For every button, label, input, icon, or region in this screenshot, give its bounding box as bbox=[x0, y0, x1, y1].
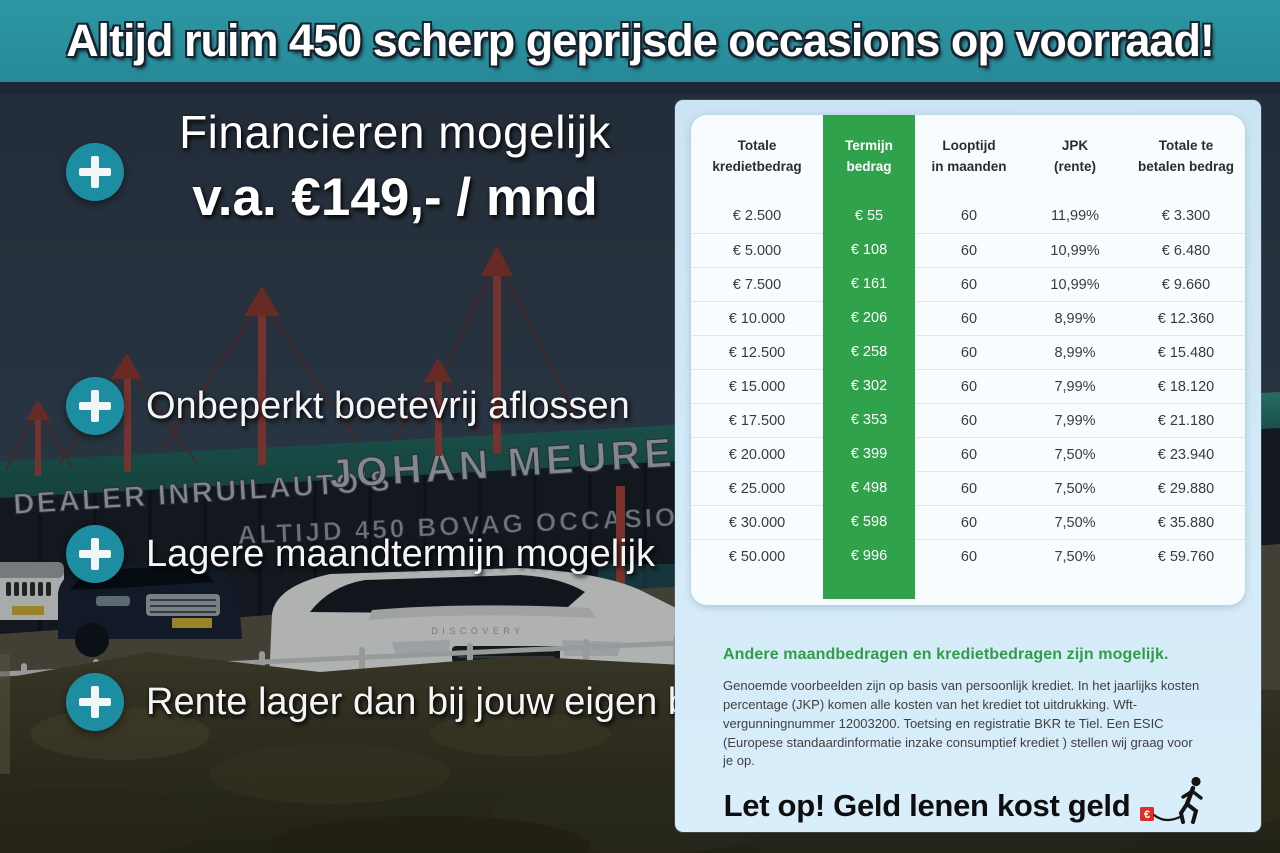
column-header-termijn: Termijn bedrag bbox=[823, 115, 915, 201]
column-header: JPK (rente) bbox=[1053, 138, 1096, 174]
table-cell: 7,50% bbox=[1023, 437, 1127, 471]
table-cell: 60 bbox=[915, 233, 1023, 267]
table-cell: € 50.000 bbox=[691, 539, 823, 573]
table-cell: 60 bbox=[915, 437, 1023, 471]
table-cell: € 18.120 bbox=[1127, 369, 1245, 403]
disclaimer-block: Andere maandbedragen en kredietbedragen … bbox=[723, 646, 1215, 771]
table-cell: € 29.880 bbox=[1127, 471, 1245, 505]
table-cell: € 15.480 bbox=[1127, 335, 1245, 369]
table-cell: € 996 bbox=[823, 539, 915, 575]
table-cell: € 25.000 bbox=[691, 471, 823, 505]
table-cell: 7,99% bbox=[1023, 369, 1127, 403]
table-cell: 60 bbox=[915, 471, 1023, 505]
disclaimer-heading: Andere maandbedragen en kredietbedragen … bbox=[723, 646, 1169, 663]
table-row: € 17.500 € 353 60 7,99% € 21.180 bbox=[691, 403, 1245, 439]
table-cell: € 3.300 bbox=[1161, 208, 1211, 224]
table-cell: € 30.000 bbox=[691, 505, 823, 539]
column-header: Totale te betalen bedrag bbox=[1137, 138, 1235, 174]
table-cell: € 353 bbox=[823, 403, 915, 439]
table-cell: 8,99% bbox=[1023, 335, 1127, 369]
table-cell: € 9.660 bbox=[1127, 267, 1245, 301]
finance-table-body: € 2.500 € 55 60 11,99% € 3.300 € 5.000 € 108 60… bbox=[691, 199, 1245, 575]
table-cell: 10,99% bbox=[1023, 233, 1127, 267]
table-cell: € 258 bbox=[823, 335, 915, 371]
car-model-text: DISCOVERY bbox=[431, 626, 524, 636]
table-cell: € 399 bbox=[823, 437, 915, 473]
table-cell: 60 bbox=[915, 301, 1023, 335]
table-row: € 2.500 € 55 60 11,99% € 3.300 bbox=[691, 199, 1245, 235]
table-cell: € 55 bbox=[823, 199, 915, 235]
white-jeep bbox=[0, 562, 64, 620]
disclaimer-body: Genoemde voorbeelden zijn op basis van p… bbox=[723, 678, 1200, 769]
column-header: Looptijd in maanden bbox=[931, 138, 1007, 174]
table-row: € 25.000 € 498 60 7,50% € 29.880 bbox=[691, 471, 1245, 507]
finance-table-tail bbox=[691, 573, 1245, 599]
banner-text: Altijd ruim 450 scherp geprijsde occasio… bbox=[66, 15, 1215, 66]
table-cell: € 302 bbox=[823, 369, 915, 405]
table-cell: € 15.000 bbox=[691, 369, 823, 403]
table-cell: 60 bbox=[915, 267, 1023, 301]
table-row: € 15.000 € 302 60 7,99% € 18.120 bbox=[691, 369, 1245, 405]
table-cell: € 7.500 bbox=[691, 267, 823, 301]
table-cell: € 161 bbox=[823, 267, 915, 303]
table-cell: € 12.500 bbox=[691, 335, 823, 369]
table-row: € 20.000 € 399 60 7,50% € 23.940 bbox=[691, 437, 1245, 473]
table-cell: 7,50% bbox=[1023, 539, 1127, 573]
table-row: € 12.500 € 258 60 8,99% € 15.480 bbox=[691, 335, 1245, 371]
table-cell: € 598 bbox=[823, 505, 915, 541]
table-cell: 7,99% bbox=[1023, 403, 1127, 437]
table-row: € 10.000 € 206 60 8,99% € 12.360 bbox=[691, 301, 1245, 337]
table-row: € 7.500 € 161 60 10,99% € 9.660 bbox=[691, 267, 1245, 303]
banner-divider bbox=[0, 82, 1280, 94]
table-cell: € 2.500 bbox=[732, 208, 782, 224]
table-cell: € 206 bbox=[823, 301, 915, 337]
table-row: € 30.000 € 598 60 7,50% € 35.880 bbox=[691, 505, 1245, 541]
table-cell: 7,50% bbox=[1023, 471, 1127, 505]
table-cell: € 59.760 bbox=[1127, 539, 1245, 573]
finance-table-header: Totale kredietbedrag Termijn bedrag Loopti… bbox=[691, 115, 1245, 201]
table-cell: € 12.360 bbox=[1127, 301, 1245, 335]
table-cell: € 17.500 bbox=[691, 403, 823, 437]
table-cell: € 21.180 bbox=[1127, 403, 1245, 437]
table-cell: € 5.000 bbox=[691, 233, 823, 267]
table-cell: 60 bbox=[915, 539, 1023, 573]
column-header: Totale kredietbedrag bbox=[712, 138, 802, 174]
top-banner: Altijd ruim 450 scherp geprijsde occasio… bbox=[0, 0, 1280, 82]
finance-table-card: Totale kredietbedrag Termijn bedrag Loopti… bbox=[691, 115, 1245, 605]
table-cell: 60 bbox=[915, 335, 1023, 369]
table-cell: € 35.880 bbox=[1127, 505, 1245, 539]
table-cell: 11,99% bbox=[1050, 208, 1100, 224]
table-cell: 8,99% bbox=[1023, 301, 1127, 335]
geld-lenen-kost-geld-icon: € bbox=[1140, 776, 1204, 824]
finance-panel: Totale kredietbedrag Termijn bedrag Loopti… bbox=[675, 100, 1261, 832]
table-cell: 10,99% bbox=[1023, 267, 1127, 301]
svg-text:€: € bbox=[1144, 809, 1150, 821]
table-cell: € 20.000 bbox=[691, 437, 823, 471]
table-cell: € 108 bbox=[823, 233, 915, 269]
table-cell: € 498 bbox=[823, 471, 915, 507]
table-cell: 60 bbox=[915, 505, 1023, 539]
table-cell: € 6.480 bbox=[1127, 233, 1245, 267]
table-cell: 7,50% bbox=[1023, 505, 1127, 539]
table-cell: 60 bbox=[915, 403, 1023, 437]
table-cell: 60 bbox=[915, 369, 1023, 403]
table-cell: € 10.000 bbox=[691, 301, 823, 335]
table-cell: € 23.940 bbox=[1127, 437, 1245, 471]
credit-warning: Let op! Geld lenen kost geld € bbox=[675, 776, 1261, 824]
table-row: € 5.000 € 108 60 10,99% € 6.480 bbox=[691, 233, 1245, 269]
table-row: € 50.000 € 996 60 7,50% € 59.760 bbox=[691, 539, 1245, 575]
table-cell: 60 bbox=[960, 208, 978, 224]
credit-warning-text: Let op! Geld lenen kost geld bbox=[723, 788, 1131, 823]
